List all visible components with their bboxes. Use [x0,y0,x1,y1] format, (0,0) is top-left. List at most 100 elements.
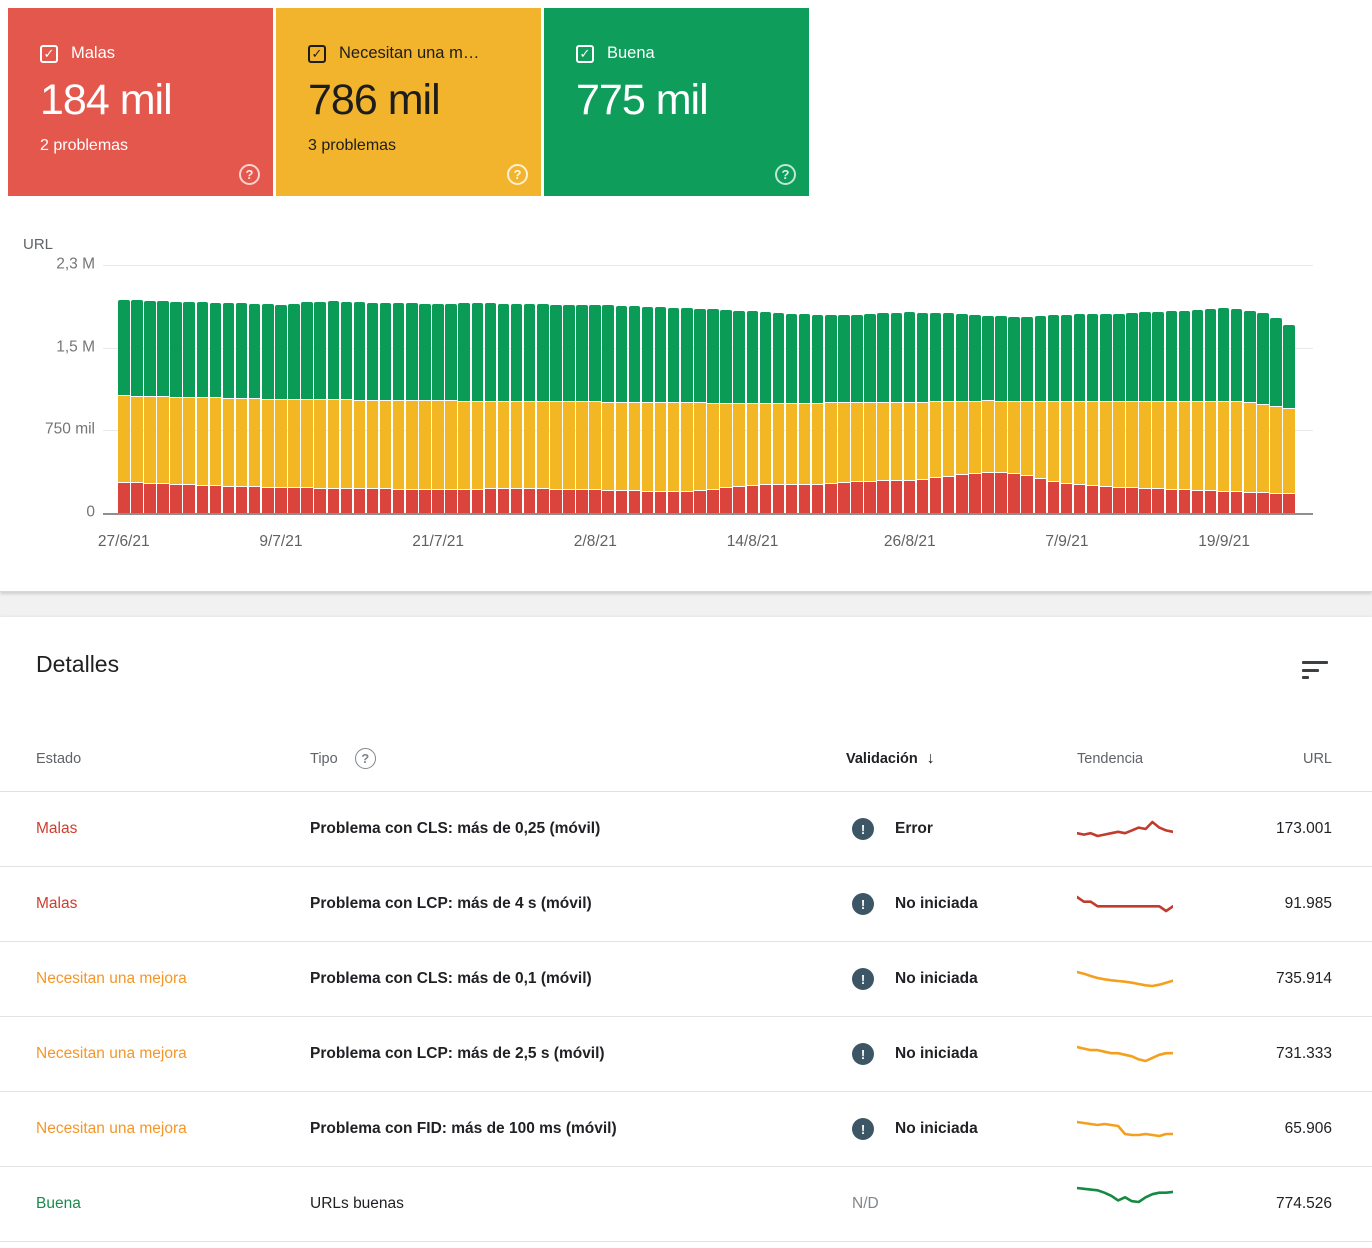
chart-bar[interactable] [825,315,837,513]
chart-bar[interactable] [694,308,706,513]
chart-bar[interactable] [942,313,955,513]
chart-bar[interactable] [811,314,824,513]
chart-bar[interactable] [982,315,994,513]
chart-bar[interactable] [1073,314,1086,513]
chart-bar[interactable] [628,306,641,513]
table-row[interactable]: Malas Problema con LCP: más de 4 s (móvil… [0,867,1372,942]
chart-bar[interactable] [1244,310,1256,513]
chart-bar[interactable] [785,313,798,513]
chart-bar[interactable] [746,311,758,513]
chart-bar[interactable] [759,312,772,513]
chart-bar[interactable] [248,303,261,513]
chart-bar[interactable] [262,304,274,513]
chart-bar[interactable] [340,301,353,513]
chart-bar[interactable] [916,312,929,513]
chart-bar[interactable] [1034,316,1047,513]
chart-bar[interactable] [995,316,1007,513]
chart-bar[interactable] [131,300,143,513]
chart-bar[interactable] [183,301,195,513]
table-row[interactable]: Necesitan una mejora Problema con FID: má… [0,1092,1372,1167]
chart-bar[interactable] [196,302,209,513]
chart-bar[interactable] [1060,314,1073,513]
chart-bar[interactable] [510,303,523,513]
chart-bar[interactable] [1257,313,1269,513]
chart-bar[interactable] [969,314,981,513]
chart-bar[interactable] [392,302,405,513]
chart-bar[interactable] [471,303,484,513]
chart-bar[interactable] [550,304,562,513]
chart-bar[interactable] [157,301,169,513]
chart-bar[interactable] [1021,316,1033,513]
chart-bar[interactable] [563,304,575,513]
column-header-estado[interactable]: Estado [36,750,82,767]
chart-bar[interactable] [733,310,745,513]
chart-bar[interactable] [314,301,326,513]
chart-bar[interactable] [877,313,889,513]
chart-bar[interactable] [1283,324,1295,513]
chart-bar[interactable] [589,304,601,513]
chart-bar[interactable] [772,313,785,513]
chart-bar[interactable] [458,303,470,513]
chart-bar[interactable] [615,305,628,513]
column-header-tendencia[interactable]: Tendencia [1077,750,1144,767]
chart-bar[interactable] [366,302,379,513]
table-row[interactable]: Necesitan una mejora Problema con LCP: má… [0,1017,1372,1092]
chart-bar[interactable] [523,304,536,513]
help-circle-icon[interactable]: ? [239,164,260,185]
status-card-malas[interactable]: ✓ Malas 184 mil 2 problemas? [8,8,273,196]
chart-bar[interactable] [1152,311,1164,513]
chart-bar[interactable] [1217,308,1230,513]
chart-bar[interactable] [1086,314,1099,513]
table-row[interactable]: Buena URLs buenas N/D 774.526 [0,1167,1372,1242]
status-card-buena[interactable]: ✓ Buena 775 mil? [544,8,809,196]
card-checkbox-icon[interactable]: ✓ [40,44,58,63]
chart-bar[interactable] [864,313,876,513]
chart-bar[interactable] [301,302,313,513]
chart-bar[interactable] [1270,317,1282,513]
chart-bar[interactable] [432,303,444,513]
chart-bar[interactable] [641,306,654,513]
chart-bar[interactable] [903,312,916,513]
chart-bar[interactable] [654,307,667,513]
chart-bar[interactable] [1008,316,1020,513]
chart-bar[interactable] [497,303,510,513]
tipo-help-icon[interactable]: ? [354,748,376,769]
chart-bar[interactable] [1113,313,1125,513]
chart-bar[interactable] [707,309,719,513]
chart-bar[interactable] [1100,313,1112,513]
chart-bar[interactable] [484,303,497,513]
chart-bar[interactable] [275,304,287,513]
chart-bar[interactable] [379,302,392,513]
chart-bar[interactable] [681,308,693,513]
chart-bar[interactable] [222,302,235,513]
card-checkbox-icon[interactable]: ✓ [308,44,326,63]
chart-bar[interactable] [851,314,863,513]
chart-bar[interactable] [209,302,222,513]
help-circle-icon[interactable]: ? [507,164,528,185]
chart-bar[interactable] [890,312,903,513]
column-header-tipo[interactable]: Tipo [310,750,338,767]
help-circle-icon[interactable]: ? [775,164,796,185]
chart-bar[interactable] [419,303,431,513]
chart-bar[interactable] [720,310,732,513]
chart-bar[interactable] [1047,315,1060,513]
sort-descending-icon[interactable]: ↓ [926,749,935,767]
table-row[interactable]: Malas Problema con CLS: más de 0,25 (móvi… [0,792,1372,867]
chart-bar[interactable] [1165,311,1177,513]
chart-bar[interactable] [327,301,339,513]
chart-bar[interactable] [144,300,156,513]
chart-bar[interactable] [1178,310,1191,513]
card-checkbox-icon[interactable]: ✓ [576,44,594,63]
chart-bar[interactable] [956,313,968,513]
column-header-url[interactable]: URL [1302,750,1332,767]
chart-bar[interactable] [798,314,811,513]
chart-bar[interactable] [1191,309,1204,513]
chart-bar[interactable] [602,305,614,513]
chart-bar[interactable] [838,315,850,513]
chart-bar[interactable] [1230,309,1243,513]
chart-bar[interactable] [1204,309,1217,513]
chart-bar[interactable] [353,302,366,513]
status-card-necesitan-una-m[interactable]: ✓ Necesitan una m… 786 mil 3 problemas? [276,8,541,196]
chart-bar[interactable] [576,304,588,513]
chart-bar[interactable] [118,299,130,513]
